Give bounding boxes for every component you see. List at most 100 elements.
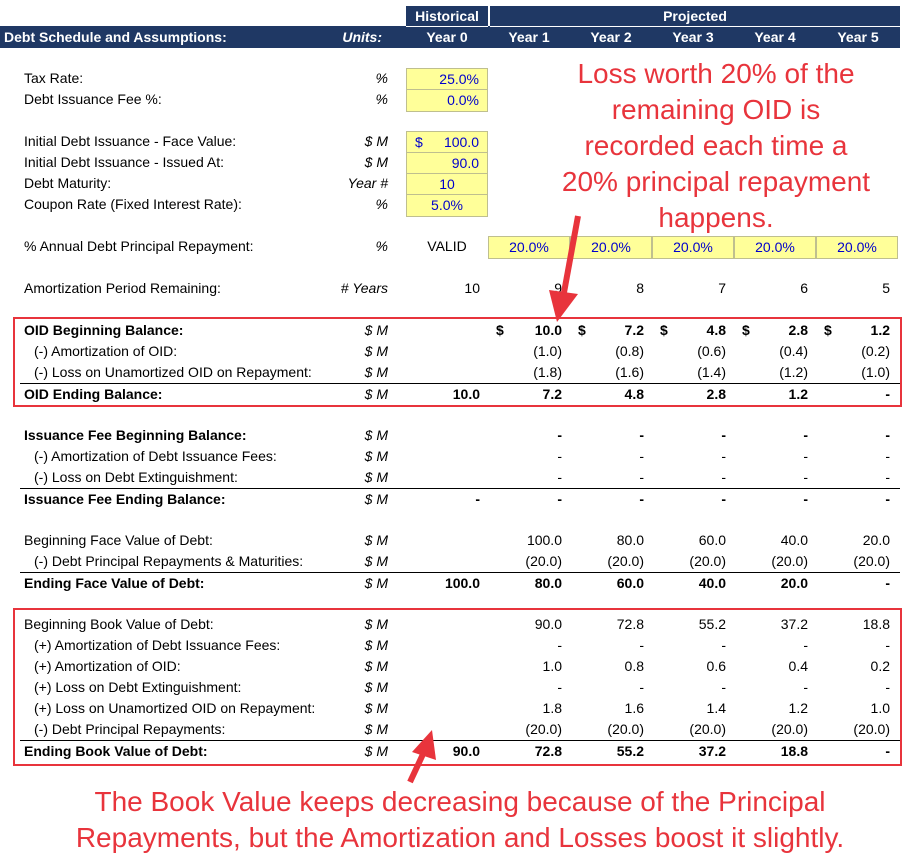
book-value-highlight-box xyxy=(13,608,902,766)
cell-value: 18.8 xyxy=(780,743,808,759)
row-unit: $ M xyxy=(364,743,388,759)
year-header-4: Year 4 xyxy=(754,29,796,45)
row-unit: % xyxy=(375,91,388,107)
book-oid-amort-row: (+) Amortization of OID: $ M 1.0 0.8 0.6… xyxy=(0,656,900,677)
cell-value: 80.0 xyxy=(534,575,562,591)
cell-value: (20.0) xyxy=(607,721,644,737)
row-label: (+) Amortization of Debt Issuance Fees: xyxy=(34,637,281,653)
cell-value: 40.0 xyxy=(698,575,726,591)
cell-value: 1.8 xyxy=(542,700,562,716)
row-label: Initial Debt Issuance - Issued At: xyxy=(24,154,224,170)
oid-begin-row: OID Beginning Balance: $ M $10.0 $7.2 $4… xyxy=(0,320,900,341)
cell-value: 0.4 xyxy=(788,658,808,674)
cell-value: - xyxy=(557,448,562,464)
row-unit: $ M xyxy=(364,658,388,674)
cell-value: 1.2 xyxy=(870,322,890,338)
row-label: (+) Amortization of OID: xyxy=(34,658,181,674)
cell-value: 55.2 xyxy=(698,616,726,632)
cell-value: 4.8 xyxy=(624,386,644,402)
cell-value: 10 xyxy=(464,280,480,296)
fee-loss-row: (-) Loss on Debt Extinguishment: $ M - -… xyxy=(0,467,900,488)
cell-value: (20.0) xyxy=(853,721,890,737)
row-label: (+) Loss on Unamortized OID on Repayment… xyxy=(34,700,316,716)
cell-value: 90.0 xyxy=(534,616,562,632)
cell-value: (1.2) xyxy=(779,364,808,380)
historical-label: Historical xyxy=(406,6,488,26)
cell-value: - xyxy=(639,448,644,464)
row-label: (-) Debt Principal Repayments & Maturiti… xyxy=(34,553,304,569)
cell-value: (20.0) xyxy=(525,553,562,569)
cell-value: 7.2 xyxy=(624,322,644,338)
cell-value: 18.8 xyxy=(862,616,890,632)
repayment-row: % Annual Debt Principal Repayment: % VAL… xyxy=(0,236,900,259)
cell-value: 1.2 xyxy=(788,386,808,402)
header-bottom-row: Debt Schedule and Assumptions: Units: Ye… xyxy=(0,26,900,48)
row-label: (-) Loss on Unamortized OID on Repayment… xyxy=(34,364,312,380)
face-end-row: Ending Face Value of Debt: $ M 100.0 80.… xyxy=(20,572,900,593)
cell-value: 72.8 xyxy=(534,743,562,759)
row-label: Issuance Fee Ending Balance: xyxy=(24,491,226,507)
oid-loss-row: (-) Loss on Unamortized OID on Repayment… xyxy=(0,362,900,383)
header-top-row: Historical Projected xyxy=(0,6,900,26)
cell-value: 0.8 xyxy=(624,658,644,674)
cell-value: 7.2 xyxy=(542,386,562,402)
annotation-line: Repayments, but the Amortization and Los… xyxy=(75,822,845,853)
repayment-input[interactable]: 20.0% xyxy=(652,236,734,259)
schedule-title: Debt Schedule and Assumptions: xyxy=(4,29,227,45)
cell-value: 9 xyxy=(554,280,562,296)
cell-value: 40.0 xyxy=(780,532,808,548)
cell-value: (20.0) xyxy=(689,553,726,569)
cell-value: 6 xyxy=(800,280,808,296)
cell-value: 80.0 xyxy=(616,532,644,548)
book-begin-row: Beginning Book Value of Debt: $ M 90.0 7… xyxy=(0,614,900,635)
row-unit: $ M xyxy=(364,427,388,443)
oid-amort-row: (-) Amortization of OID: $ M (1.0) (0.8)… xyxy=(0,341,900,362)
book-ext-loss-row: (+) Loss on Debt Extinguishment: $ M - -… xyxy=(0,677,900,698)
cell-value: - xyxy=(721,469,726,485)
cell-value: 2.8 xyxy=(788,322,808,338)
tax-rate-input[interactable]: 25.0% xyxy=(406,68,488,91)
cell-value: - xyxy=(885,679,890,695)
fee-pct-row: Debt Issuance Fee %: % 0.0% xyxy=(0,89,900,112)
coupon-input[interactable]: 5.0% xyxy=(406,194,488,217)
annotation-line: 20% principal repayment xyxy=(561,166,871,197)
cell-value: - xyxy=(557,679,562,695)
year-header-2: Year 2 xyxy=(590,29,632,45)
row-unit: $ M xyxy=(364,700,388,716)
book-end-row: Ending Book Value of Debt: $ M 90.0 72.8… xyxy=(20,740,900,761)
issued-at-input[interactable]: 90.0 xyxy=(406,152,488,175)
cell-value: (1.8) xyxy=(533,364,562,380)
row-unit: $ M xyxy=(364,154,388,170)
cell-value: - xyxy=(885,386,890,402)
oid-highlight-box xyxy=(13,317,902,407)
row-unit: $ M xyxy=(364,343,388,359)
repayment-input[interactable]: 20.0% xyxy=(488,236,570,259)
cell-value: - xyxy=(721,637,726,653)
repayment-input[interactable]: 20.0% xyxy=(570,236,652,259)
cell-value: - xyxy=(721,491,726,507)
cell-value: 10.0 xyxy=(452,386,480,402)
cell-value: 4.8 xyxy=(706,322,726,338)
row-unit: % xyxy=(375,196,388,212)
units-header: Units: xyxy=(342,29,382,45)
cell-value: - xyxy=(639,491,644,507)
row-unit: $ M xyxy=(364,679,388,695)
cell-value: 60.0 xyxy=(698,532,726,548)
cell-value: - xyxy=(721,448,726,464)
header-divider xyxy=(490,26,900,27)
row-label: Ending Face Value of Debt: xyxy=(24,575,205,591)
cell-value: - xyxy=(885,427,890,443)
face-value-row: Initial Debt Issuance - Face Value: $ M … xyxy=(0,131,900,154)
repayment-input[interactable]: 20.0% xyxy=(816,236,898,259)
currency-symbol: $ xyxy=(578,322,586,338)
row-unit: % xyxy=(375,70,388,86)
face-value-input[interactable]: $100.0 xyxy=(406,131,488,154)
fee-begin-row: Issuance Fee Beginning Balance: $ M - - … xyxy=(0,425,900,446)
year-header-0: Year 0 xyxy=(426,29,468,45)
repayment-input[interactable]: 20.0% xyxy=(734,236,816,259)
fee-pct-input[interactable]: 0.0% xyxy=(406,89,488,112)
cell-value: (1.0) xyxy=(861,364,890,380)
cell-value: - xyxy=(803,491,808,507)
row-unit: # Years xyxy=(340,280,388,296)
currency-symbol: $ xyxy=(824,322,832,338)
